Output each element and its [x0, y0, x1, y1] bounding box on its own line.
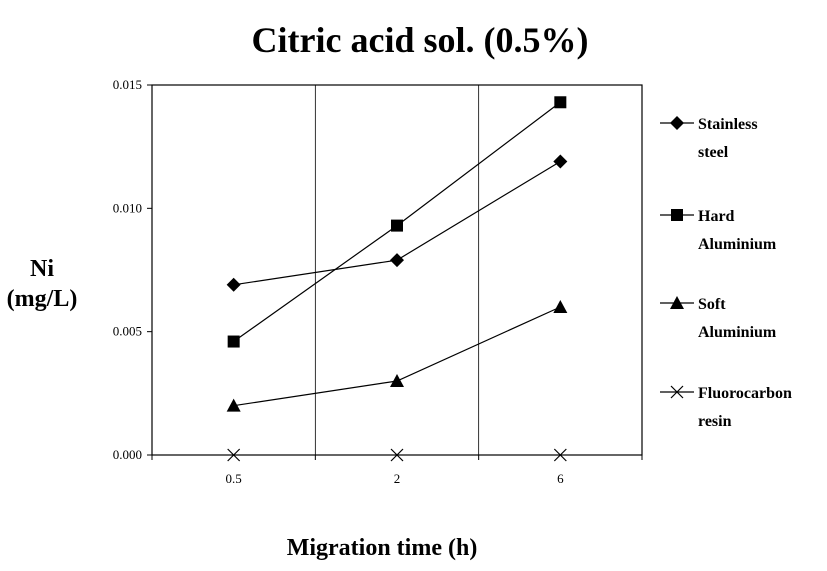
- series-triangle: [226, 300, 568, 412]
- data-point-triangle: [226, 398, 241, 412]
- x-tick-label: 0.5: [226, 471, 242, 486]
- legend-label-line2: Aluminium: [698, 324, 777, 341]
- data-point-x: [553, 448, 567, 462]
- chart-title: Citric acid sol. (0.5%): [252, 20, 589, 60]
- y-axis-title-line1: Ni: [30, 256, 54, 282]
- legend-marker-diamond: [670, 116, 684, 130]
- data-point-x: [390, 448, 404, 462]
- legend-label-line1: Stainless: [698, 116, 758, 133]
- legend-item-diamond: Stainless steel: [660, 116, 758, 161]
- plot-area: [151, 84, 643, 456]
- data-point-x: [227, 448, 241, 462]
- data-point-square: [227, 335, 240, 348]
- x-tick-label: 6: [557, 471, 564, 486]
- legend-label-line1: Soft: [698, 296, 726, 313]
- legend-label-line1: Fluorocarbon: [698, 385, 792, 402]
- data-point-diamond: [553, 154, 568, 169]
- series-diamond: [226, 154, 568, 292]
- data-point-diamond: [226, 277, 241, 292]
- series-group: [226, 96, 568, 462]
- legend-marker-x: [670, 385, 684, 399]
- legend-item-triangle: Soft Aluminium: [660, 296, 777, 341]
- y-tick-label: 0.010: [113, 200, 142, 215]
- y-axis-ticks: 0.000 0.005 0.010 0.015: [113, 77, 152, 462]
- legend-item-square: Hard Aluminium: [660, 208, 777, 253]
- series-square: [227, 96, 567, 348]
- y-tick-label: 0.000: [113, 447, 142, 462]
- data-point-diamond: [390, 253, 404, 268]
- legend-marker-triangle: [670, 296, 684, 309]
- y-axis-title-line2: (mg/L): [7, 286, 78, 312]
- y-tick-label: 0.005: [113, 324, 142, 339]
- data-point-square: [391, 219, 403, 232]
- legend: Stainless steel Hard Aluminium Soft Aluminium…: [660, 116, 792, 430]
- legend-item-x: Fluorocarbon resin: [660, 385, 792, 430]
- x-axis-ticks: 0.5 2 6: [151, 455, 643, 486]
- legend-marker-square: [671, 209, 683, 221]
- legend-label-line1: Hard: [698, 208, 735, 225]
- data-point-triangle: [390, 374, 404, 387]
- x-axis-title: Migration time (h): [287, 535, 478, 561]
- legend-label-line2: steel: [698, 144, 729, 161]
- y-tick-label: 0.015: [113, 77, 142, 92]
- x-tick-label: 2: [394, 471, 401, 486]
- data-point-triangle: [553, 300, 568, 313]
- legend-label-line2: resin: [698, 413, 732, 430]
- legend-label-line2: Aluminium: [698, 236, 777, 253]
- series-x: [227, 448, 567, 462]
- data-point-square: [554, 96, 567, 109]
